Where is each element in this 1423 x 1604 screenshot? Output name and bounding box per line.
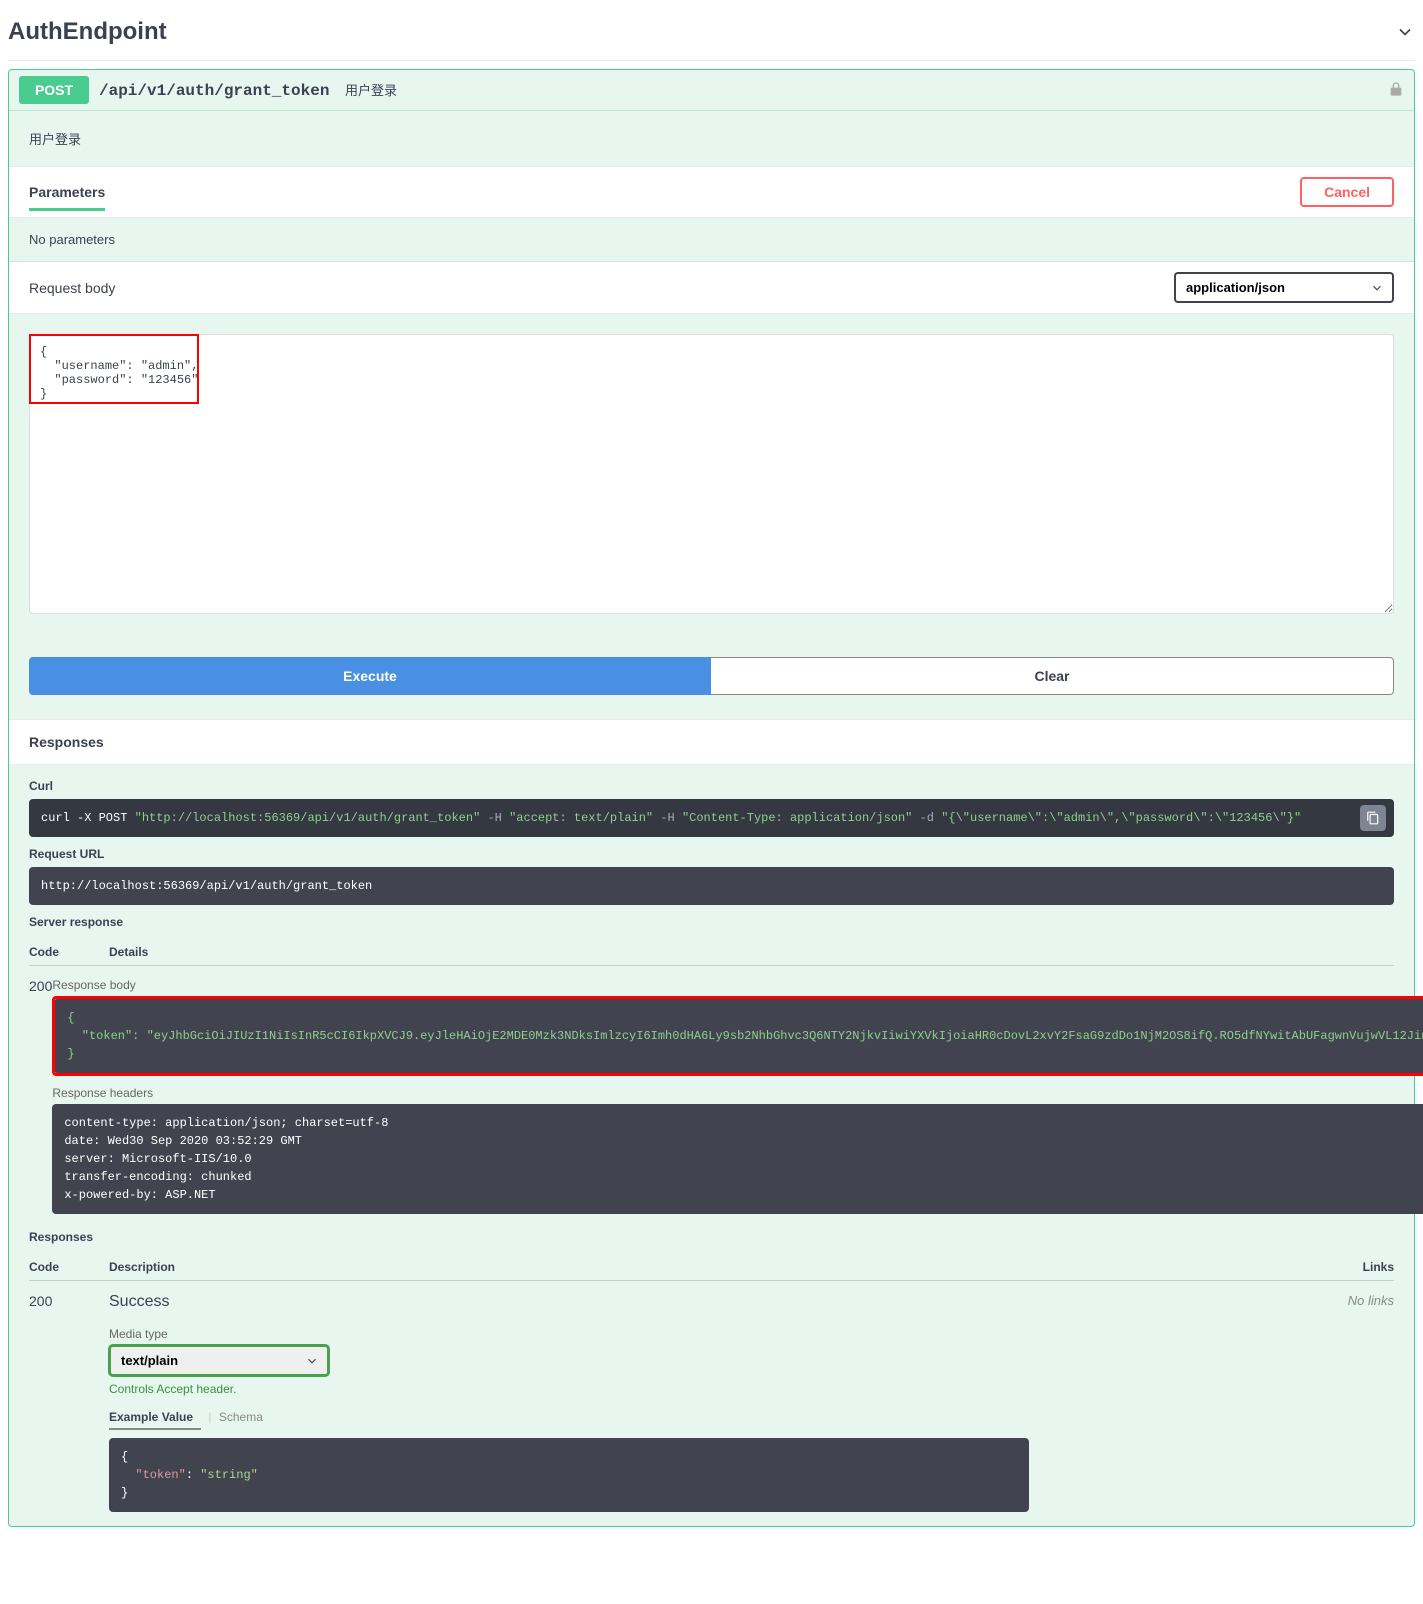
path-summary: 用户登录 <box>345 84 397 99</box>
execute-button[interactable]: Execute <box>29 657 711 695</box>
content-type-select[interactable]: application/json <box>1174 272 1394 303</box>
request-body-title: Request body <box>29 280 115 296</box>
server-response-label: Server response <box>29 915 1394 929</box>
media-type-select-wrap: text/plain <box>109 1345 329 1376</box>
content-type-select-wrap: application/json <box>1174 272 1394 303</box>
request-url-value: http://localhost:56369/api/v1/auth/grant… <box>29 867 1394 905</box>
parameters-bar: Parameters Cancel <box>9 166 1414 218</box>
live-response-section: Curl curl -X POST "http://localhost:5636… <box>9 765 1414 1526</box>
declared-responses-label: Responses <box>29 1230 1394 1244</box>
declared-description: Success <box>109 1293 1314 1311</box>
request-body-textarea[interactable]: { "username": "admin", "password": "1234… <box>29 334 1394 614</box>
operation-path: /api/v1/auth/grant_token 用户登录 <box>99 80 397 100</box>
request-body-bar: Request body application/json <box>9 262 1414 314</box>
method-badge: POST <box>19 76 89 104</box>
action-row: Execute Clear <box>9 637 1414 719</box>
no-links-text: No links <box>1314 1293 1394 1512</box>
declared-table-header: Code Description Links <box>29 1250 1394 1281</box>
response-detail: Response body { "token": "eyJhbGciOiJIUz… <box>52 978 1423 1214</box>
response-body-highlight: { "token": "eyJhbGciOiJIUzI1NiIsInR5cCI6… <box>52 996 1423 1076</box>
response-body-label: Response body <box>52 978 1423 992</box>
details-column-header: Details <box>109 945 1394 959</box>
curl-command: curl -X POST "http://localhost:56369/api… <box>29 799 1394 837</box>
declared-response-code: 200 <box>29 1293 109 1512</box>
curl-label: Curl <box>29 779 1394 793</box>
schema-tab[interactable]: Schema <box>219 1410 271 1428</box>
operation-description: 用户登录 <box>9 111 1414 166</box>
lock-icon[interactable] <box>1388 81 1404 100</box>
code-column-header: Code <box>29 945 109 959</box>
path-text: /api/v1/auth/grant_token <box>99 82 329 100</box>
links-column-header: Links <box>1314 1260 1394 1274</box>
response-headers-label: Response headers <box>52 1086 1423 1100</box>
description-column-header: Description <box>109 1260 1314 1274</box>
example-value-tab[interactable]: Example Value <box>109 1410 201 1430</box>
responses-title: Responses <box>29 734 104 750</box>
copy-curl-button[interactable] <box>1360 805 1386 831</box>
parameters-title: Parameters <box>29 184 105 200</box>
response-table-header: Code Details <box>29 935 1394 966</box>
request-body-area: { "username": "admin", "password": "1234… <box>9 314 1414 637</box>
example-value-body: { "token": "string" } <box>109 1438 1029 1512</box>
responses-title-bar: Responses <box>9 719 1414 765</box>
no-parameters-text: No parameters <box>9 218 1414 262</box>
code-column-header: Code <box>29 1260 109 1274</box>
operation-block: POST /api/v1/auth/grant_token 用户登录 用户登录 … <box>8 69 1415 1527</box>
chevron-down-icon[interactable] <box>1395 22 1415 42</box>
response-row: 200 Response body { "token": "eyJhbGciOi… <box>29 966 1394 1214</box>
clipboard-icon <box>1366 811 1380 825</box>
tag-title: AuthEndpoint <box>8 18 167 46</box>
media-type-label: Media type <box>109 1327 1314 1341</box>
declared-response-row: 200 Success Media type text/plain Contro… <box>29 1281 1394 1512</box>
response-code: 200 <box>29 978 52 1214</box>
accept-header-hint: Controls Accept header. <box>109 1382 1314 1396</box>
example-schema-tabs: Example Value | Schema <box>109 1410 1314 1430</box>
response-headers: content-type: application/json; charset=… <box>52 1104 1423 1214</box>
clear-button[interactable]: Clear <box>711 657 1394 695</box>
media-type-select[interactable]: text/plain <box>109 1345 329 1376</box>
request-url-label: Request URL <box>29 847 1394 861</box>
declared-response-detail: Success Media type text/plain Controls A… <box>109 1293 1314 1512</box>
tag-header[interactable]: AuthEndpoint <box>8 8 1415 61</box>
cancel-button[interactable]: Cancel <box>1300 177 1394 207</box>
tab-separator: | <box>208 1410 211 1424</box>
operation-summary[interactable]: POST /api/v1/auth/grant_token 用户登录 <box>9 70 1414 111</box>
response-body: { "token": "eyJhbGciOiJIUzI1NiIsInR5cCI6… <box>55 999 1423 1073</box>
